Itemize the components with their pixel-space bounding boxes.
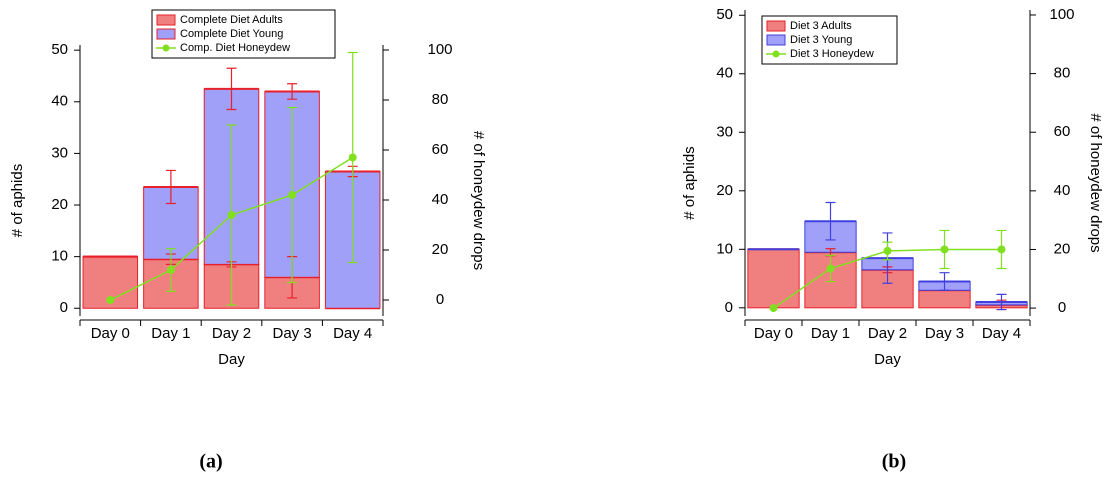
legend-label: Diet 3 Honeydew bbox=[790, 48, 874, 60]
legend-swatch bbox=[766, 20, 786, 32]
x-tick-label: Day 3 bbox=[925, 325, 964, 342]
error-bar bbox=[287, 83, 298, 100]
line-point bbox=[997, 245, 1006, 254]
y-axis-title: # of aphids bbox=[9, 164, 26, 237]
line-point bbox=[166, 266, 175, 274]
y-tick-label: 50 bbox=[716, 6, 733, 23]
y2-tick-label: 20 bbox=[1054, 240, 1071, 257]
legend-marker bbox=[772, 50, 780, 58]
y-tick-label: 40 bbox=[51, 93, 68, 110]
line-point bbox=[288, 191, 297, 199]
x-axis-title: Day bbox=[874, 351, 901, 368]
y2-tick-label: 60 bbox=[432, 141, 449, 158]
x-tick-label: Day 2 bbox=[212, 325, 251, 342]
x-axis-title: Day bbox=[218, 351, 245, 368]
y2-tick-label: 100 bbox=[1049, 6, 1074, 23]
y-tick-label: 30 bbox=[51, 144, 68, 161]
error-bar bbox=[996, 293, 1007, 311]
legend-swatch bbox=[156, 14, 176, 26]
y2-tick-label: 100 bbox=[427, 41, 452, 58]
error-bar bbox=[226, 67, 237, 111]
y2-tick-label: 0 bbox=[436, 291, 444, 308]
y-tick-label: 10 bbox=[51, 248, 68, 265]
x-tick-label: Day 4 bbox=[982, 325, 1021, 342]
y2-tick-label: 60 bbox=[1054, 123, 1071, 140]
y2-axis-title: # of honeydew drops bbox=[470, 131, 487, 270]
x-tick-label: Day 0 bbox=[91, 325, 130, 342]
line-point bbox=[106, 296, 115, 304]
x-tick-label: Day 2 bbox=[868, 325, 907, 342]
line-point bbox=[348, 153, 357, 162]
y2-axis-title: # of honeydew drops bbox=[1087, 113, 1104, 252]
y2-tick-label: 80 bbox=[432, 91, 449, 108]
y-tick-label: 50 bbox=[51, 41, 68, 58]
x-tick-label: Day 3 bbox=[273, 325, 312, 342]
y-tick-label: 0 bbox=[60, 299, 68, 316]
line-point bbox=[826, 264, 835, 273]
x-tick-label: Day 1 bbox=[811, 325, 850, 342]
legend-label: Diet 3 Adults bbox=[790, 20, 852, 32]
legend-label: Complete Diet Young bbox=[180, 28, 283, 40]
y-tick-label: 30 bbox=[716, 123, 733, 140]
legend-label: Diet 3 Young bbox=[790, 34, 852, 46]
error-bar bbox=[939, 272, 950, 291]
line-point bbox=[883, 246, 892, 255]
legend-label: Comp. Diet Honeydew bbox=[180, 42, 290, 54]
legend-box bbox=[151, 9, 336, 59]
legend-swatch bbox=[766, 34, 786, 46]
y-tick-label: 10 bbox=[716, 240, 733, 257]
y2-tick-label: 20 bbox=[432, 241, 449, 258]
y-axis-title: # of aphids bbox=[681, 146, 698, 219]
y2-tick-label: 40 bbox=[432, 191, 449, 208]
x-tick-label: Day 0 bbox=[754, 325, 793, 342]
y-tick-label: 20 bbox=[51, 196, 68, 213]
error-bar bbox=[165, 169, 176, 205]
line-point bbox=[769, 304, 778, 313]
y-tick-label: 20 bbox=[716, 182, 733, 199]
y-tick-label: 40 bbox=[716, 65, 733, 82]
panel-label: (a) bbox=[199, 451, 222, 473]
panel-label: (b) bbox=[882, 451, 906, 473]
bar bbox=[918, 289, 971, 309]
y2-tick-label: 0 bbox=[1058, 299, 1066, 316]
y-tick-label: 0 bbox=[725, 299, 733, 316]
x-tick-label: Day 4 bbox=[333, 325, 372, 342]
line-point bbox=[940, 245, 949, 254]
y2-tick-label: 80 bbox=[1054, 65, 1071, 82]
bar bbox=[747, 248, 800, 309]
legend-label: Complete Diet Adults bbox=[180, 14, 283, 26]
x-tick-label: Day 1 bbox=[151, 325, 190, 342]
line-point bbox=[227, 211, 236, 219]
y2-tick-label: 40 bbox=[1054, 182, 1071, 199]
legend-marker bbox=[162, 44, 170, 52]
error-bar bbox=[825, 201, 836, 241]
legend-swatch bbox=[156, 28, 176, 40]
